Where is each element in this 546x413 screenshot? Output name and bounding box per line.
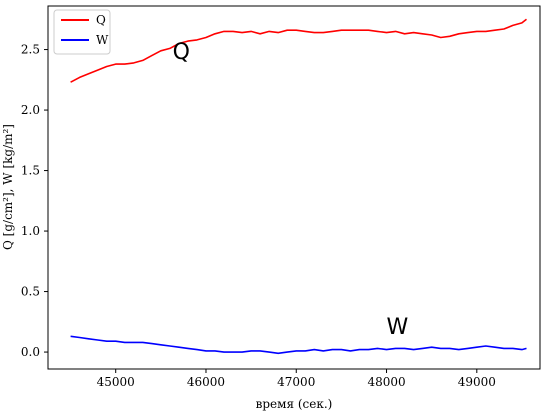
x-tick-label: 46000 (187, 375, 225, 389)
x-tick-label: 48000 (367, 375, 405, 389)
y-tick-label: 1.5 (21, 164, 40, 178)
y-axis-label: Q [g/cm²], W [kg/m²] (1, 124, 15, 250)
annotation-q: Q (173, 40, 190, 65)
y-tick-label: 0.0 (21, 345, 40, 359)
annotation-layer: QW (173, 40, 409, 340)
series-line-q (70, 18, 527, 83)
legend: Q W (53, 9, 111, 55)
y-tick-label: 2.5 (21, 43, 40, 57)
x-axis-ticks: 45000 46000 47000 48000 49000 (97, 369, 496, 389)
x-tick-label: 47000 (277, 375, 315, 389)
series-line-w (70, 335, 527, 355)
legend-label-w: W (96, 33, 109, 47)
plot-area (48, 6, 540, 369)
y-tick-label: 1.0 (21, 224, 40, 238)
annotation-w: W (387, 315, 409, 340)
y-tick-label: 2.0 (21, 103, 40, 117)
y-tick-label: 0.5 (21, 285, 40, 299)
x-tick-label: 45000 (97, 375, 135, 389)
series-layer (70, 18, 527, 355)
y-axis-ticks: 0.0 0.5 1.0 1.5 2.0 2.5 (21, 43, 48, 359)
x-axis-label: время (сек.) (256, 397, 333, 411)
plot-frame (47, 5, 541, 370)
legend-label-q: Q (96, 13, 106, 27)
x-tick-label: 49000 (458, 375, 496, 389)
